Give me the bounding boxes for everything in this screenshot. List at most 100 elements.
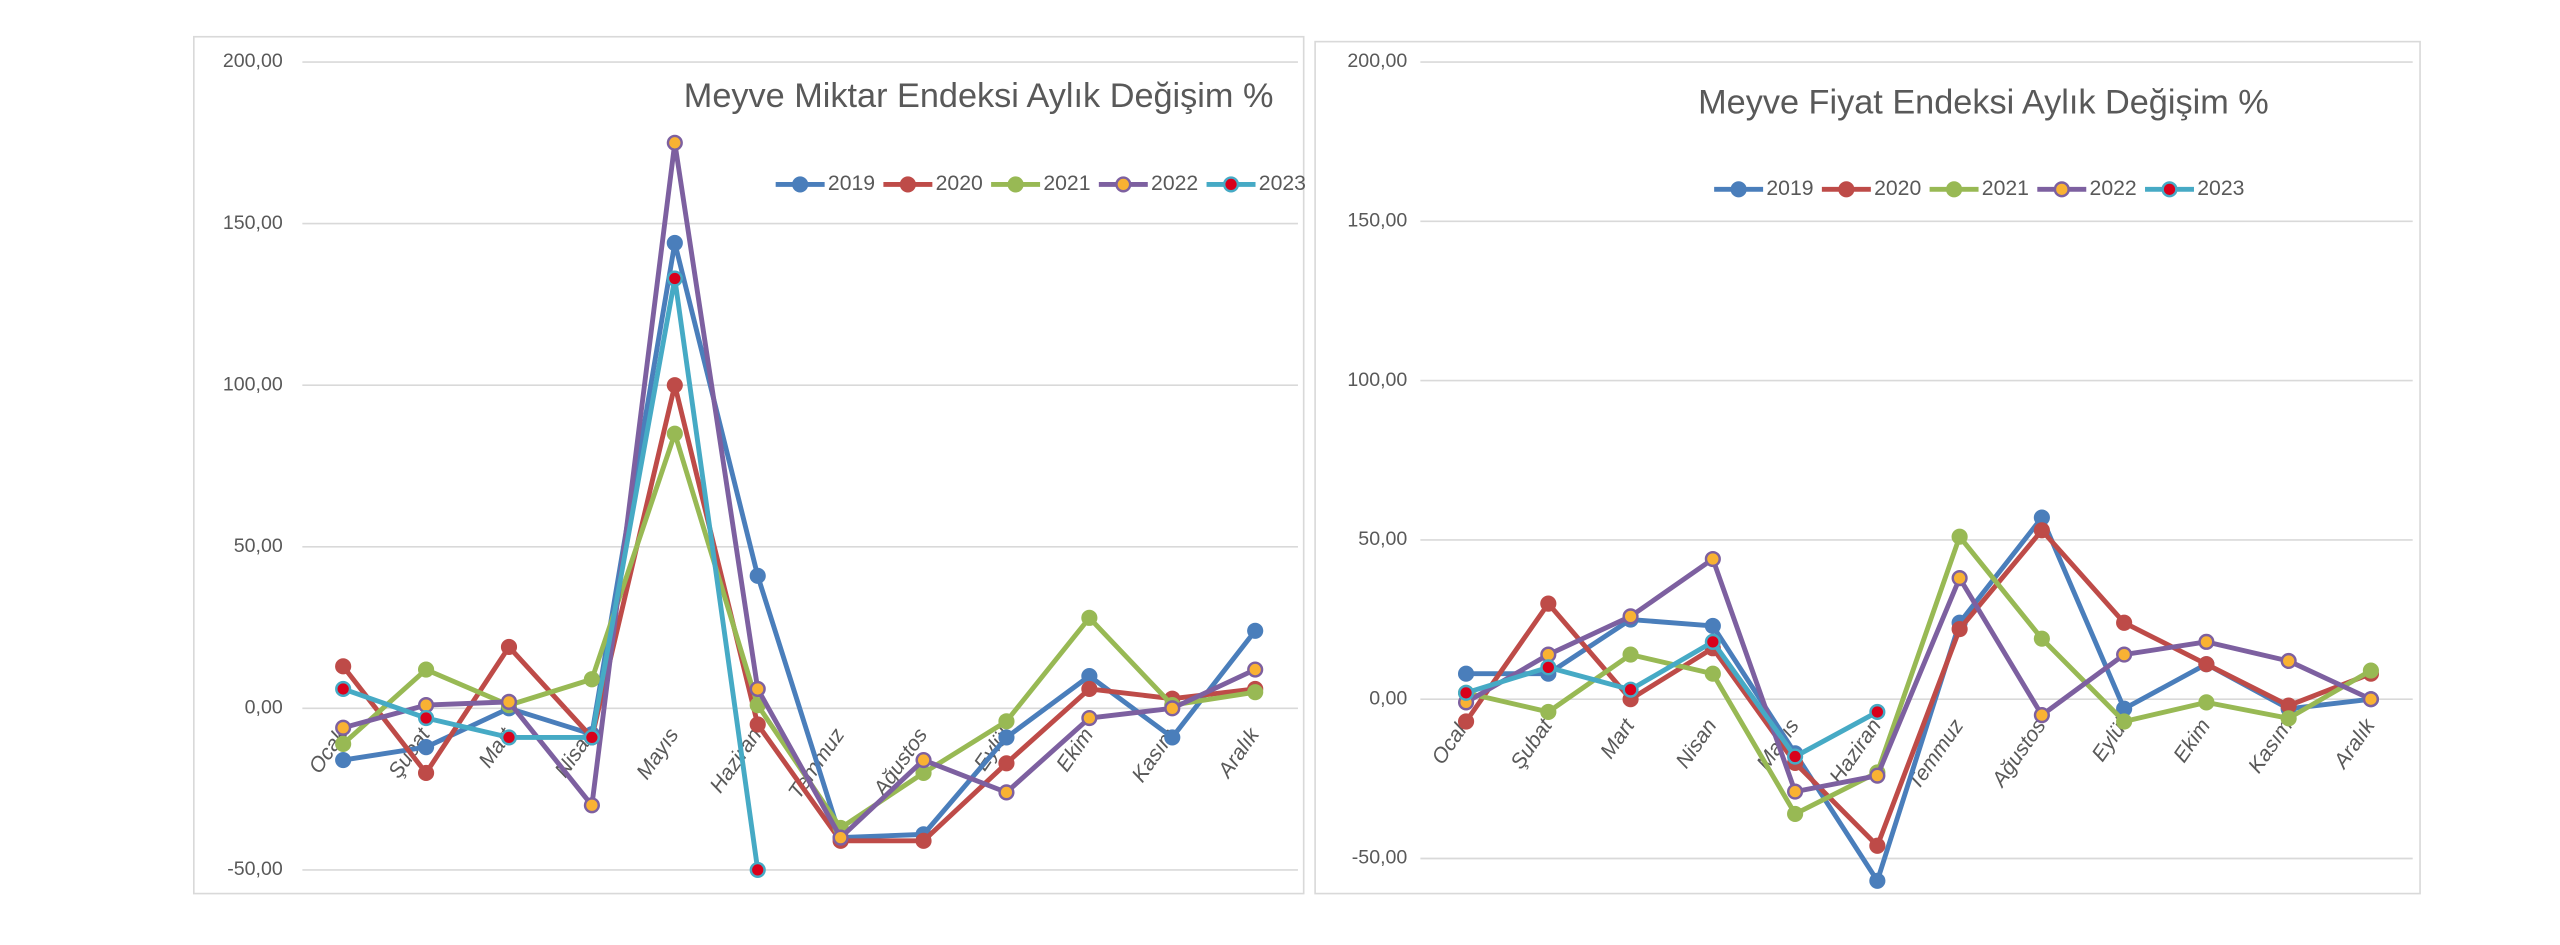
data-point	[1704, 633, 1721, 650]
legend-marker	[2161, 181, 2178, 198]
legend-marker	[1115, 176, 1132, 193]
data-point	[915, 751, 932, 769]
data-point	[2280, 710, 2297, 727]
data-point	[417, 709, 435, 727]
y-tick-label: -50,00	[1352, 847, 1408, 869]
data-point	[666, 234, 683, 252]
legend-label: 2023	[2197, 177, 2244, 200]
legend-label: 2021	[1043, 172, 1090, 195]
data-point	[2033, 707, 2050, 724]
data-point	[1951, 528, 1968, 545]
data-point	[1622, 681, 1639, 698]
series-line	[1465, 534, 2373, 817]
data-point	[1081, 609, 1098, 626]
data-point	[1951, 621, 1968, 638]
chart-title: Meyve Miktar Endeksi Aylık Değişim %	[684, 77, 1274, 115]
data-point	[2280, 652, 2297, 670]
data-point	[749, 861, 766, 879]
data-point	[915, 832, 932, 849]
data-point	[1951, 570, 1968, 587]
series-line	[342, 140, 1257, 841]
data-point	[998, 784, 1015, 801]
y-tick-label: 150,00	[1347, 209, 1407, 231]
legend-label: 2020	[936, 172, 983, 195]
data-point	[417, 764, 435, 782]
y-tick-label: 200,00	[1347, 50, 1407, 72]
data-point	[1540, 595, 1557, 612]
series-line	[1465, 639, 1879, 759]
series-line	[1464, 527, 2372, 849]
data-point	[1869, 767, 1886, 784]
data-point	[666, 134, 683, 151]
data-point	[335, 735, 352, 752]
data-point	[1164, 700, 1181, 717]
data-point	[583, 671, 600, 688]
data-point	[666, 425, 683, 442]
data-point	[749, 680, 766, 698]
data-point	[417, 739, 435, 756]
data-point	[2033, 522, 2050, 539]
legend-marker	[899, 176, 916, 193]
data-point	[500, 729, 518, 746]
data-point	[2033, 630, 2050, 647]
data-point	[1457, 665, 1475, 682]
legend-label: 2023	[1259, 172, 1306, 195]
chart-title: Meyve Fiyat Endeksi Aylık Değişim %	[1698, 84, 2269, 122]
data-point	[500, 693, 518, 710]
plot-area	[1457, 509, 2379, 889]
data-point	[2198, 633, 2215, 650]
data-point	[2362, 691, 2379, 708]
legend-marker	[1945, 181, 1963, 198]
legend-label: 2022	[2090, 177, 2137, 200]
data-point	[749, 567, 766, 584]
data-point	[417, 661, 435, 678]
data-point	[1704, 550, 1721, 568]
legend-marker	[1838, 181, 1855, 198]
data-point	[998, 755, 1015, 772]
legend-label: 2019	[828, 172, 875, 195]
legend-marker	[2053, 181, 2070, 198]
data-point	[1457, 713, 1475, 730]
y-tick-label: 100,00	[223, 373, 283, 395]
chart-frame	[1314, 40, 2421, 895]
y-tick-label: -50,00	[227, 858, 283, 880]
plot-area	[335, 134, 1264, 879]
series-line	[1464, 556, 2372, 795]
legend-marker	[1730, 181, 1747, 198]
data-point	[1081, 709, 1098, 727]
data-point	[1164, 729, 1181, 746]
y-tick-label: 50,00	[1358, 528, 1407, 550]
data-point	[1247, 661, 1264, 678]
data-point	[749, 716, 766, 733]
data-point	[2116, 614, 2133, 631]
data-point	[666, 377, 683, 394]
data-point	[417, 697, 435, 714]
data-point	[1704, 617, 1721, 635]
data-point	[335, 658, 352, 675]
legend-marker	[1222, 176, 1240, 193]
y-tick-label: 150,00	[223, 212, 283, 234]
data-point	[666, 270, 683, 287]
data-point	[335, 719, 352, 736]
legend-label: 2022	[1151, 172, 1198, 195]
data-point	[998, 729, 1015, 746]
y-tick-label: 0,00	[1369, 687, 1407, 709]
data-point	[1787, 748, 1804, 765]
data-point	[1787, 783, 1804, 800]
y-tick-label: 200,00	[223, 50, 283, 72]
y-tick-label: 50,00	[234, 535, 283, 557]
legend-label: 2020	[1874, 177, 1921, 200]
data-point	[583, 797, 600, 814]
data-point	[2362, 662, 2379, 679]
data-point	[1622, 608, 1639, 625]
data-point	[1869, 703, 1886, 721]
data-point	[1869, 837, 1886, 854]
data-point	[915, 764, 932, 782]
legend-label: 2019	[1766, 177, 1813, 200]
legend-marker	[1007, 176, 1024, 193]
y-tick-label: 0,00	[245, 697, 283, 719]
series-line	[342, 276, 761, 871]
data-point	[1704, 665, 1721, 682]
data-point	[2198, 694, 2215, 711]
